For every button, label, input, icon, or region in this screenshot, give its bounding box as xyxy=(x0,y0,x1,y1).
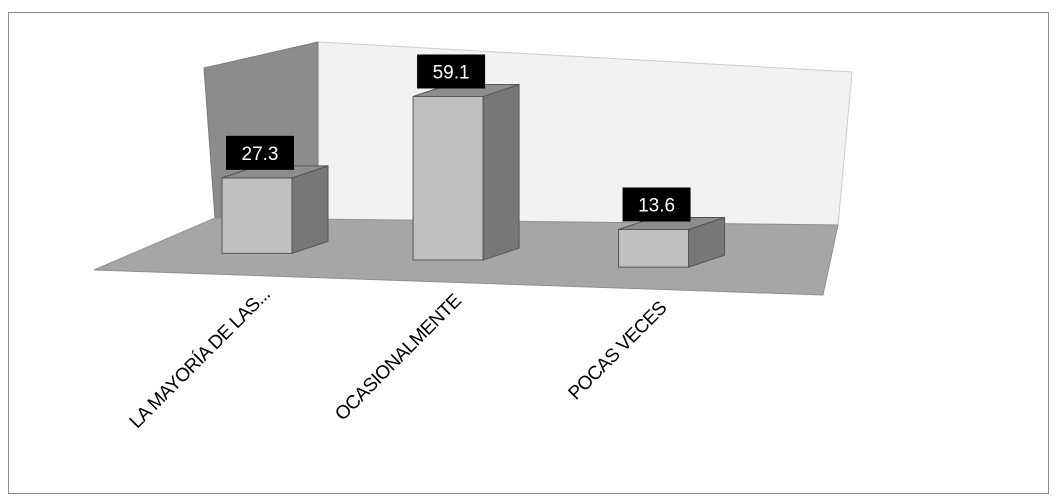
bar-1-side xyxy=(482,83,520,261)
bar-0-side xyxy=(291,165,329,255)
x-tick-label-1: OCASIONALMENTE xyxy=(331,291,465,425)
bar-1-front xyxy=(412,95,484,261)
data-label-2: 13.6 xyxy=(638,195,675,216)
data-label-0: 27.3 xyxy=(242,144,279,165)
data-label-box-0 xyxy=(226,135,295,170)
data-label-box-1 xyxy=(417,54,486,89)
data-label-box-2 xyxy=(622,187,691,222)
x-tick-label-2: POCAS VECES xyxy=(565,298,672,405)
chart-bars xyxy=(221,83,726,268)
bar-2-front xyxy=(618,228,690,268)
x-tick-label-0: LA MAYORÍA DE LAS... xyxy=(126,284,275,433)
chart-tick-labels: LA MAYORÍA DE LAS... OCASIONALMENTE POCAS … xyxy=(126,284,671,433)
bar-0-front xyxy=(221,177,293,254)
chart-data-labels: 27.3 59.1 13.6 xyxy=(226,54,691,222)
data-label-1: 59.1 xyxy=(433,62,470,83)
